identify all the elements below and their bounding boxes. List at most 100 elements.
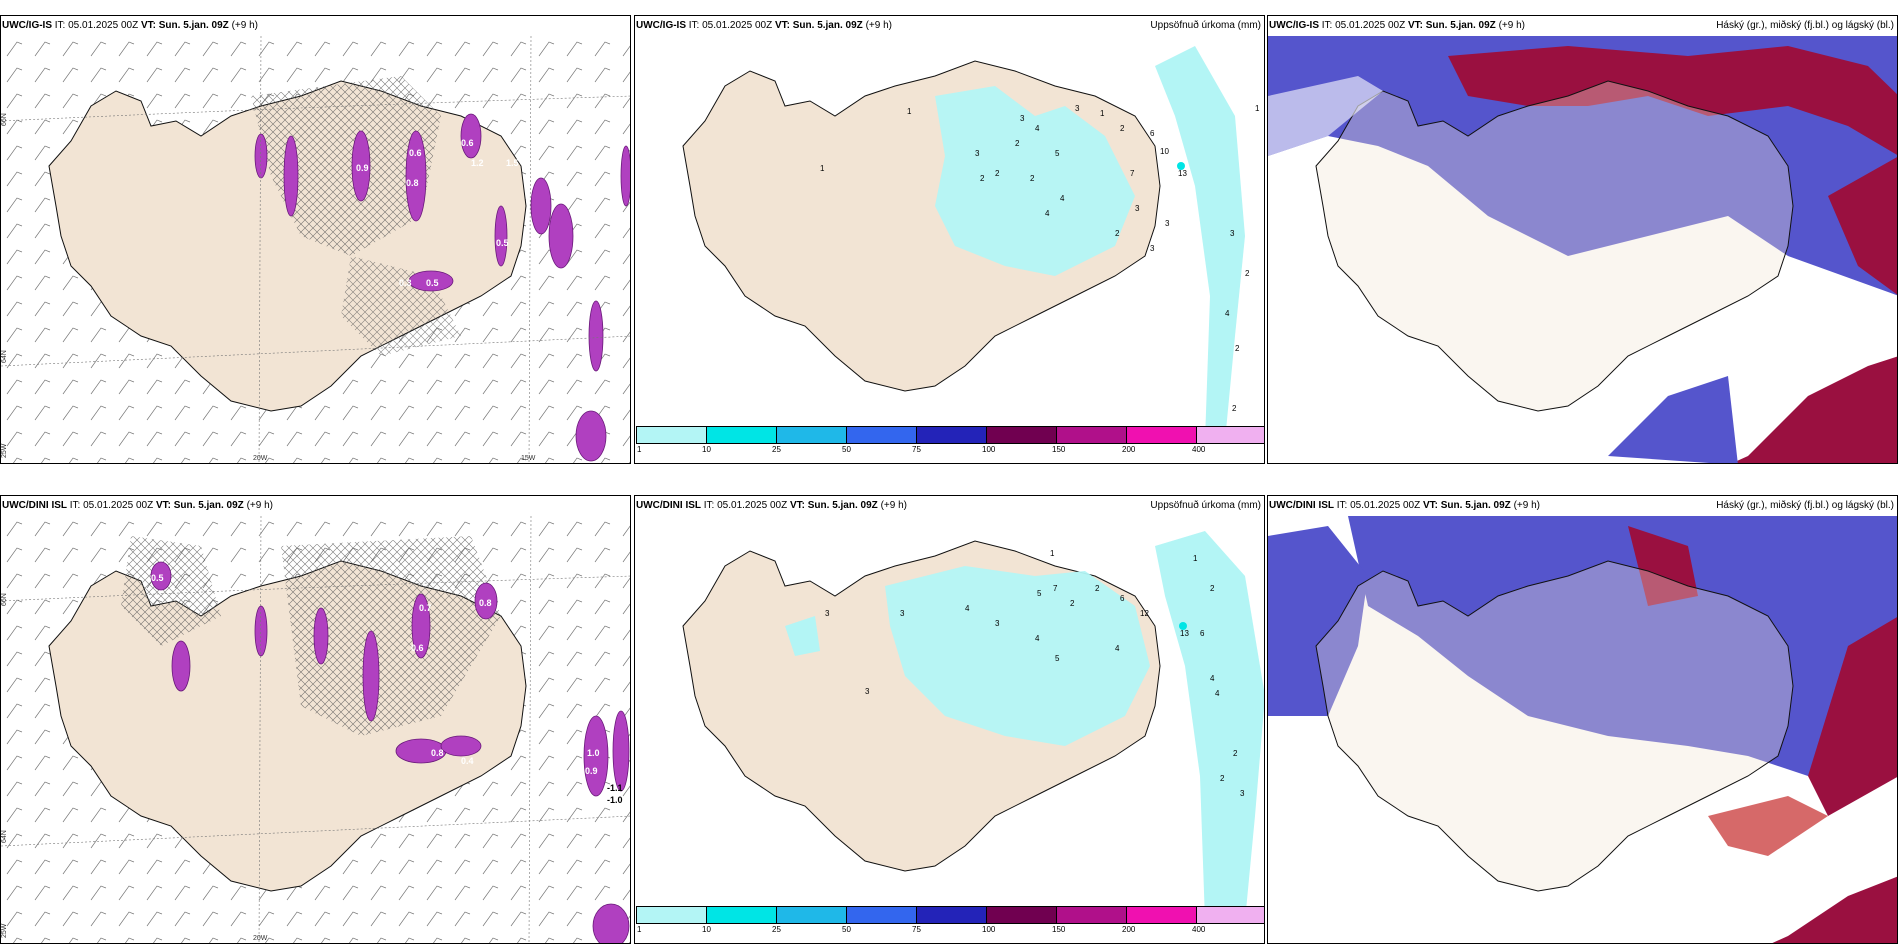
colorbar-segment: [1056, 906, 1127, 924]
precip-value: 2: [1235, 344, 1240, 353]
precip-value: 6: [1200, 629, 1205, 638]
precip-value: 13: [1178, 169, 1187, 178]
precip-value: 3: [1075, 104, 1080, 113]
precip-value: 4: [1035, 634, 1040, 643]
vort-label: 0.5: [426, 278, 439, 288]
precip-value: 2: [1095, 584, 1100, 593]
precip-value: 4: [1115, 644, 1120, 653]
colorbar-tick: 75: [912, 445, 921, 454]
colorbar-segment: [776, 426, 847, 444]
colorbar-tick: 25: [772, 445, 781, 454]
precip-value: 4: [1035, 124, 1040, 133]
vort-label: 0.6: [461, 138, 474, 148]
precip-value: 2: [1233, 749, 1238, 758]
vort-label: 0.7: [419, 603, 432, 613]
precip-value: 3: [1165, 219, 1170, 228]
vort-label: -1.0: [607, 795, 623, 805]
vort-label: 0.8: [479, 598, 492, 608]
vort-label: 1.0: [587, 748, 600, 758]
lon-label: 25W: [1, 923, 8, 938]
colorbar-segment: [846, 906, 917, 924]
vort-label: 1.5: [506, 158, 519, 168]
vort-label: 0.5: [496, 238, 509, 248]
panel-clouds-dini: UWC/DINI ISL IT: 05.01.2025 00Z VT: Sun.…: [1267, 495, 1898, 944]
colorbar-segment: [706, 426, 777, 444]
precip-value: 3: [900, 609, 905, 618]
colorbar-tick: 150: [1052, 445, 1065, 454]
vort-label: 0.9: [356, 163, 369, 173]
colorbar-segment: [916, 426, 987, 444]
precip-value: 3: [825, 609, 830, 618]
vort-label: 0.8: [431, 748, 444, 758]
colorbar-segment: [636, 426, 707, 444]
colorbar-segment: [986, 906, 1057, 924]
precip-value: 2: [1232, 404, 1237, 413]
precip-value: 3: [975, 149, 980, 158]
colorbar-tick: 200: [1122, 445, 1135, 454]
precip-value: 2: [1245, 269, 1250, 278]
lat-label: 66N: [1, 113, 8, 126]
precip-value: 3: [865, 687, 870, 696]
panel-header: UWC/DINI ISL IT: 05.01.2025 00Z VT: Sun.…: [636, 496, 907, 516]
vort-label: 1.2: [471, 158, 484, 168]
colorbar-tick: 400: [1192, 445, 1205, 454]
colorbar-tick: 50: [842, 445, 851, 454]
precip-value: 4: [1045, 209, 1050, 218]
precip-map: 1 3 4 3 1 2 6 10 13 2 5 7 4 3 3 4 2 3 2 …: [635, 36, 1265, 464]
lon-label: 20W: [253, 455, 268, 462]
precip-value: 1: [1255, 104, 1260, 113]
colorbar-tick: 400: [1192, 925, 1205, 934]
precip-value: 2: [1120, 124, 1125, 133]
precip-value: 13: [1180, 629, 1189, 638]
colorbar-segment: [636, 906, 707, 924]
precip-value: 2: [995, 169, 1000, 178]
precip-value: 12: [1140, 609, 1149, 618]
precip-value: 3: [1150, 244, 1155, 253]
precip-value: 10: [1160, 147, 1169, 156]
lat-label: 64N: [1, 830, 8, 843]
colorbar-tick: 200: [1122, 925, 1135, 934]
panel-header: UWC/IG-IS IT: 05.01.2025 00Z VT: Sun. 5.…: [636, 16, 892, 36]
vort-label: 0.8: [406, 178, 419, 188]
precip-value: 1: [1050, 549, 1055, 558]
precip-value: 4: [965, 604, 970, 613]
lat-label: 66N: [1, 593, 8, 606]
precip-value: 1: [1193, 554, 1198, 563]
precip-value: 2: [1015, 139, 1020, 148]
precip-value: 2: [1070, 599, 1075, 608]
precip-value: 5: [1055, 654, 1060, 663]
precip-value: 4: [1060, 194, 1065, 203]
panel-subtitle: Háský (gr.), miðský (fj.bl.) og lágský (…: [1716, 16, 1894, 36]
precip-map: 1 1 2 6 12 13 6 3 3 4 3 5 7 2 2 4 4 5 4 …: [635, 516, 1265, 944]
panel-header: UWC/DINI ISL IT: 05.01.2025 00Z VT: Sun.…: [2, 496, 273, 516]
lat-label: 64N: [1, 350, 8, 363]
precip-value: 6: [1150, 129, 1155, 138]
precip-value: 2: [1115, 229, 1120, 238]
precip-value: 5: [1037, 589, 1042, 598]
vort-label: 0.7: [581, 223, 594, 233]
precip-value: 1: [1100, 109, 1105, 118]
panel-wind-dini: UWC/DINI ISL IT: 05.01.2025 00Z VT: Sun.…: [0, 495, 631, 944]
colorbar-segment: [846, 426, 917, 444]
precip-value: 3: [1020, 114, 1025, 123]
colorbar-segment: [1196, 906, 1265, 924]
vort-label: 0.3: [399, 278, 412, 288]
colorbar-tick: 1: [637, 925, 641, 934]
vort-label: 0.9: [585, 766, 598, 776]
cloud-map: [1268, 516, 1898, 944]
vort-label: -1.1: [607, 783, 623, 793]
panel-header: UWC/IG-IS IT: 05.01.2025 00Z VT: Sun. 5.…: [1269, 16, 1525, 36]
precip-value: 3: [995, 619, 1000, 628]
colorbar-tick: 100: [982, 445, 995, 454]
precip-value: 4: [1210, 674, 1215, 683]
vort-label: 0.4: [461, 756, 474, 766]
precip-value: 2: [1220, 774, 1225, 783]
panel-subtitle: Uppsöfnuð úrkoma (mm): [1150, 496, 1261, 516]
precip-value: 3: [1240, 789, 1245, 798]
colorbar-tick: 150: [1052, 925, 1065, 934]
wind-map: 0.6 1.2 0.8 0.9 0.6 0.5 0.3 0.5 1.5 0.7 …: [1, 36, 631, 464]
panel-wind-igis: UWC/IG-IS IT: 05.01.2025 00Z VT: Sun. 5.…: [0, 15, 631, 464]
panel-header: UWC/DINI ISL IT: 05.01.2025 00Z VT: Sun.…: [1269, 496, 1540, 516]
panel-subtitle: Uppsöfnuð úrkoma (mm): [1150, 16, 1261, 36]
lon-label: 20W: [253, 935, 268, 942]
